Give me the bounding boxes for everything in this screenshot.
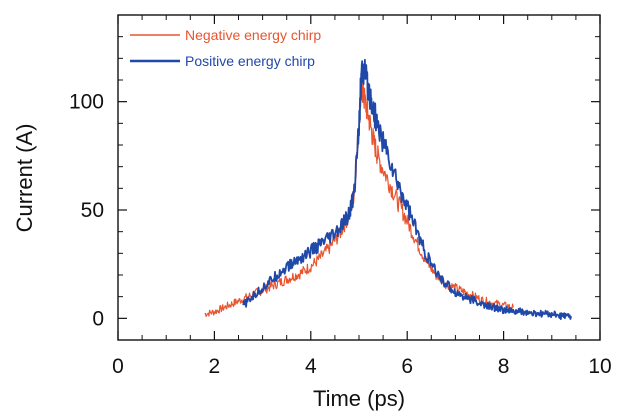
x-tick-label: 6 [401, 355, 413, 378]
y-axis-title: Current (A) [12, 124, 37, 233]
y-tick-label: 0 [92, 307, 104, 330]
y-tick-label: 50 [81, 199, 104, 222]
legend: Negative energy chirp Positive energy ch… [130, 27, 321, 69]
series-line-negative-chirp [204, 71, 514, 317]
x-tick-label: 8 [498, 355, 510, 378]
x-axis-title: Time (ps) [313, 386, 405, 411]
x-tick-label: 2 [209, 355, 221, 378]
x-tick-label: 4 [305, 355, 317, 378]
axis-ticks [117, 15, 601, 340]
series-line-positive-chirp [242, 58, 572, 320]
legend-label-positive: Positive energy chirp [185, 53, 315, 69]
legend-label-negative: Negative energy chirp [185, 27, 321, 43]
data-series [204, 58, 572, 320]
y-tick-label: 100 [69, 91, 104, 114]
x-tick-label: 10 [588, 355, 611, 378]
x-tick-label: 0 [112, 355, 124, 378]
